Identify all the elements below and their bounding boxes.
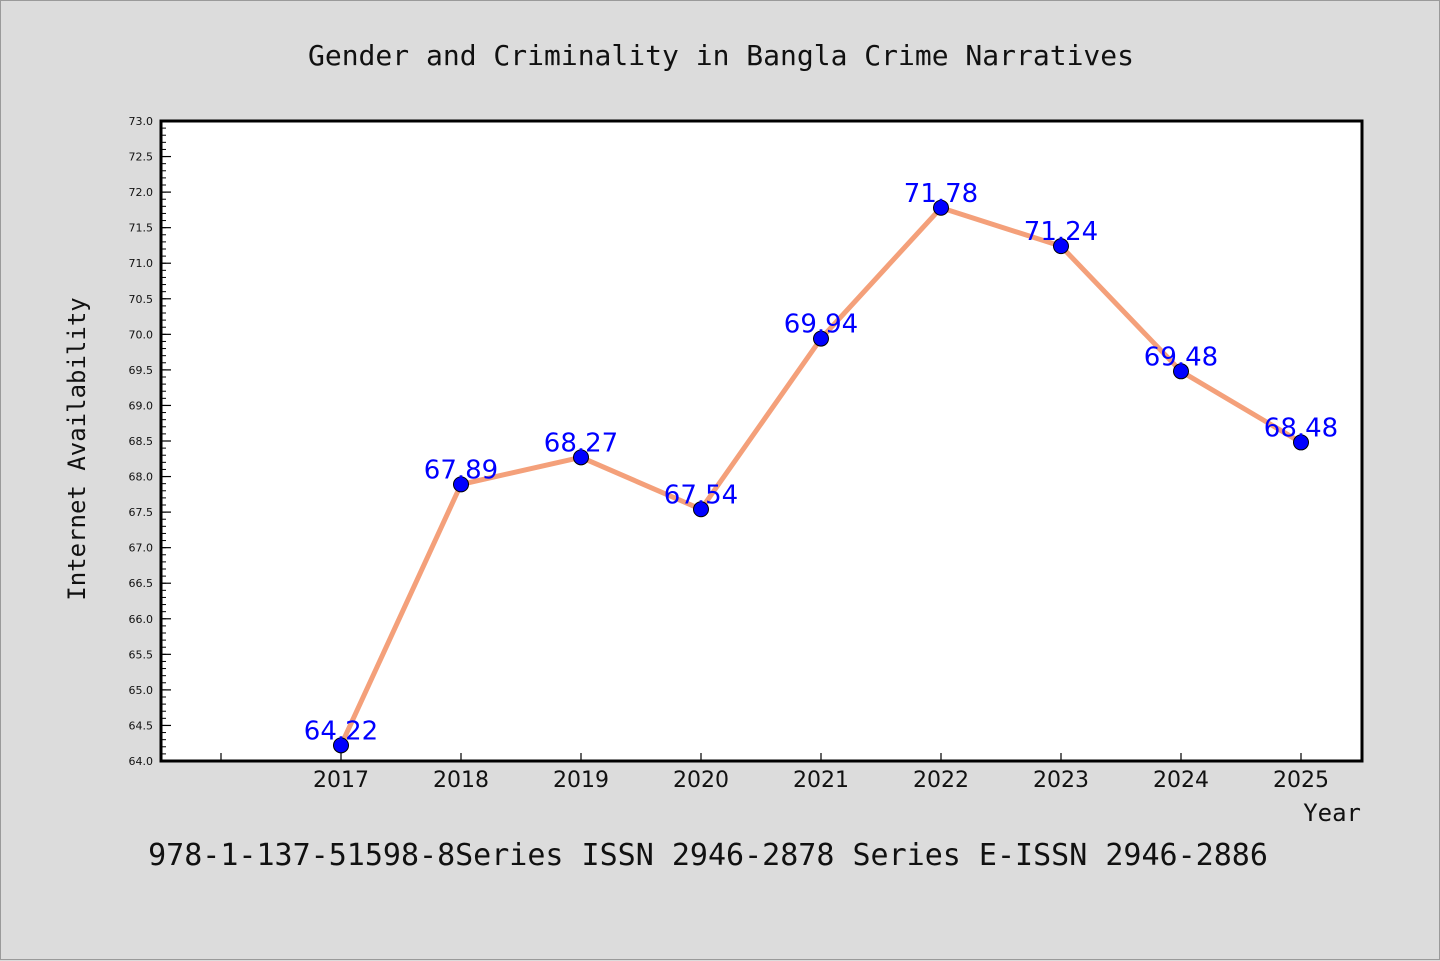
y-tick-label: 69.0 (129, 399, 154, 412)
data-label: 67.89 (424, 455, 498, 485)
x-axis-label: Year (1303, 799, 1361, 827)
chart-title: Gender and Criminality in Bangla Crime N… (308, 39, 1134, 72)
data-label: 71.24 (1024, 217, 1098, 247)
data-label: 71.78 (904, 179, 978, 209)
data-point (1053, 238, 1069, 255)
y-tick-label: 66.0 (129, 613, 154, 626)
x-tick-label: 2022 (913, 768, 969, 793)
data-point (1173, 363, 1189, 380)
x-tick-label: 2019 (553, 768, 609, 793)
x-tick-label: 2025 (1273, 768, 1329, 793)
x-tick-label: 2023 (1033, 768, 1089, 793)
y-tick-label: 71.0 (129, 257, 154, 270)
y-tick-label: 72.5 (129, 151, 154, 164)
data-point (693, 501, 709, 518)
y-axis: 64.0 64.5 65.0 65.5 66.0 66.5 67.0 67.5 68.0 68.5… (129, 115, 171, 768)
x-tick-label: 2018 (433, 768, 489, 793)
data-label: 69.48 (1144, 342, 1218, 372)
x-tick-label: 2024 (1153, 768, 1209, 793)
y-tick-label: 66.5 (129, 577, 154, 590)
y-tick-label: 73.0 (129, 115, 154, 128)
plot-area (159, 119, 1364, 763)
x-tick-label: 2021 (793, 768, 849, 793)
data-labels: 64.22 67.89 68.27 67.54 69.94 71.78 71.24 69.48… (304, 179, 1338, 747)
data-point (573, 449, 589, 466)
y-tick-label: 68.5 (129, 435, 154, 448)
y-tick-label: 67.0 (129, 542, 154, 555)
data-label: 68.27 (544, 428, 618, 458)
y-tick-label: 69.5 (129, 364, 154, 377)
y-tick-label: 64.0 (129, 755, 154, 768)
y-axis-label: Internet Availability (63, 297, 91, 600)
y-tick-label: 64.5 (129, 719, 154, 732)
y-tick-label: 70.5 (129, 293, 154, 306)
x-tick-label: 2020 (673, 768, 729, 793)
data-point (1293, 434, 1309, 451)
y-tick-label: 70.0 (129, 328, 154, 341)
data-point (813, 330, 829, 347)
y-tick-label: 67.5 (129, 506, 154, 519)
data-label: 67.54 (664, 480, 738, 510)
data-point (453, 476, 469, 493)
series-markers (333, 199, 1309, 754)
y-tick-label: 72.0 (129, 186, 154, 199)
data-point (933, 199, 949, 216)
x-axis: 2017 2018 2019 2020 2021 2022 2023 2024 2025 (220, 753, 1329, 793)
y-tick-label: 71.5 (129, 222, 154, 235)
data-label: 69.94 (784, 310, 858, 340)
data-point (333, 737, 349, 754)
y-tick-label: 65.0 (129, 684, 154, 697)
y-tick-label: 65.5 (129, 648, 154, 661)
footer-isbn-issn: 978-1-137-51598-8Series ISSN 2946-2878 S… (148, 838, 1268, 873)
data-label: 68.48 (1264, 413, 1338, 443)
data-label: 64.22 (304, 716, 378, 746)
x-tick-label: 2017 (313, 768, 369, 793)
y-tick-label: 68.0 (129, 471, 154, 484)
